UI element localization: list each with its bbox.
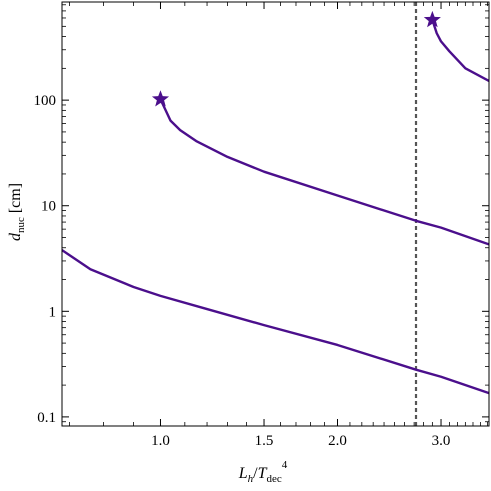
- x-axis-title: Lh/Tdec4: [238, 459, 288, 485]
- x-axis-title-main-sub: h: [248, 473, 254, 485]
- y-tick-label: 10: [41, 199, 56, 215]
- x-tick-label: 3.0: [432, 433, 451, 449]
- x-axis-title-sep: /: [253, 465, 258, 482]
- x-axis-title-main: L: [238, 465, 248, 482]
- series-line-2: [159, 98, 489, 246]
- x-axis-title-denom: T: [258, 465, 268, 482]
- series-line-3: [431, 18, 489, 83]
- plot-content: [62, 2, 489, 426]
- y-axis-title: dnuc [cm]: [7, 183, 27, 241]
- y-tick-label: 1: [49, 304, 57, 320]
- x-tick-label: 1.5: [255, 433, 274, 449]
- y-axis-title-main: d: [7, 232, 24, 241]
- x-tick-label: 2.0: [328, 433, 347, 449]
- y-tick-label: 0.1: [37, 410, 56, 426]
- y-axis-title-unit: [cm]: [7, 183, 24, 217]
- x-tick-label: 1.0: [151, 433, 170, 449]
- axis-ticks: 1.0 1.5 2.0 3.0 0.1 1 10 100: [34, 2, 489, 449]
- x-axis-title-denom-sup: 4: [282, 459, 288, 471]
- star-marker-2: [423, 10, 441, 28]
- plot-frame: [61, 1, 490, 427]
- series-line-1: [62, 248, 489, 395]
- x-axis-title-denom-sub: dec: [267, 473, 282, 485]
- y-tick-label: 100: [34, 93, 57, 109]
- plot-area: [62, 2, 489, 426]
- star-marker-1: [151, 90, 170, 107]
- y-axis-title-sub: nuc: [15, 217, 27, 233]
